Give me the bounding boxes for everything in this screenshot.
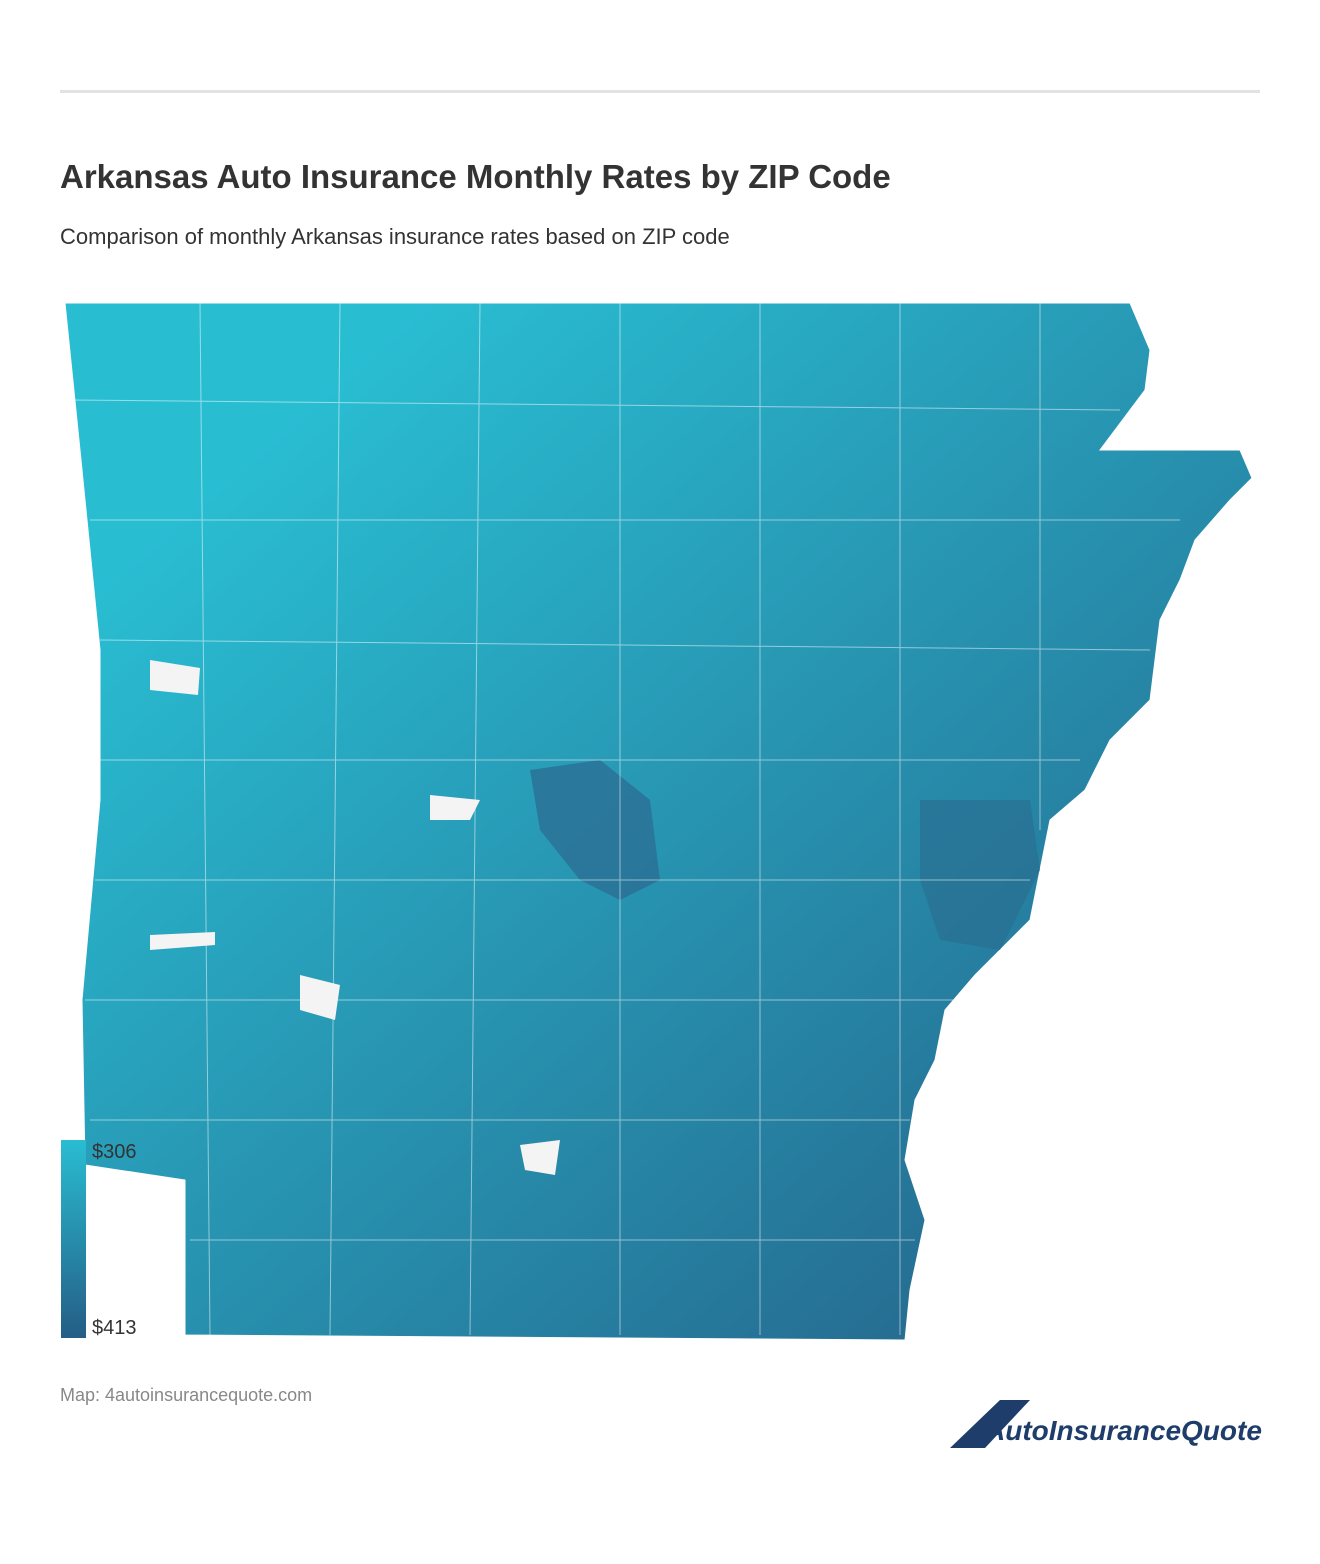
state-shape — [64, 302, 1253, 1341]
legend-min-label: $413 — [92, 1317, 137, 1339]
zip-lines — [69, 302, 1180, 1336]
logo: AutoInsuranceQuote — [984, 1415, 1262, 1446]
title: Arkansas Auto Insurance Monthly Rates by… — [60, 158, 891, 195]
legend-max-label: $306 — [92, 1141, 137, 1163]
divider — [60, 90, 1260, 93]
central-region — [530, 760, 660, 900]
subtitle: Comparison of monthly Arkansas insurance… — [60, 224, 730, 249]
logo-swoosh — [950, 1400, 1030, 1448]
legend-bar — [61, 1140, 86, 1338]
no-data-areas — [150, 660, 560, 1175]
source: Map: 4autoinsurancequote.com — [60, 1385, 313, 1405]
east-region — [920, 800, 1040, 950]
